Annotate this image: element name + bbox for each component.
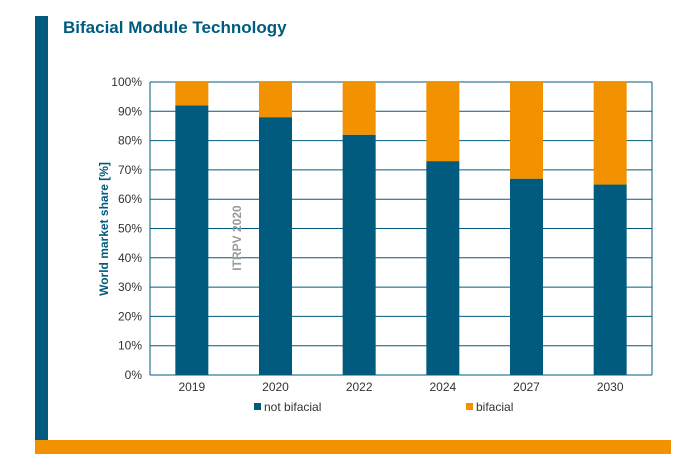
chart-title: Bifacial Module Technology [63,18,287,37]
bar-not-bifacial-2022 [342,134,376,375]
bar-not-bifacial-2020 [259,117,292,375]
x-tick-label: 2019 [178,380,205,394]
left-accent-bar [35,16,48,440]
bar-bifacial-2022 [342,82,376,135]
bars [175,82,627,375]
bar-bifacial-2030 [593,82,627,185]
y-tick-label: 40% [118,251,142,265]
x-tick-label: 2027 [513,380,540,394]
bar-bifacial-2027 [510,82,543,179]
y-tick-label: 50% [118,222,142,236]
x-tick-label: 2024 [429,380,456,394]
grid-lines [149,81,653,376]
bar-bifacial-2019 [175,82,209,106]
x-tick-labels: 2019 2020 2022 2024 2027 2030 [178,380,623,394]
bar-not-bifacial-2027 [510,178,543,375]
y-tick-label: 0% [125,368,143,382]
y-tick-label: 80% [118,134,142,148]
y-tick-label: 90% [118,104,142,118]
legend-label-bifacial: bifacial [476,400,513,414]
y-tick-label: 60% [118,192,142,206]
y-tick-label: 30% [118,280,142,294]
source-annotation: ITRPV 2020 [230,205,244,271]
x-tick-label: 2020 [262,380,289,394]
legend-swatch-not-bifacial [254,403,261,410]
y-tick-label: 10% [118,339,142,353]
x-tick-label: 2022 [346,380,373,394]
bar-not-bifacial-2024 [426,161,460,375]
y-tick-label: 20% [118,309,142,323]
y-tick-label: 70% [118,163,142,177]
x-tick-label: 2030 [597,380,624,394]
y-tick-labels: 0% 10% 20% 30% 40% 50% 60% 70% 80% 90% 100% [111,75,142,382]
y-tick-label: 100% [111,75,142,89]
bar-not-bifacial-2019 [175,105,209,375]
legend-swatch-bifacial [466,403,473,410]
legend-label-not-bifacial: not bifacial [264,400,321,414]
bar-bifacial-2024 [426,82,460,162]
legend: not bifacial bifacial [254,400,513,414]
bottom-accent-bar [35,440,671,454]
y-axis-title: World market share [%] [97,162,111,296]
bar-bifacial-2020 [259,82,292,118]
bar-not-bifacial-2030 [593,184,627,375]
